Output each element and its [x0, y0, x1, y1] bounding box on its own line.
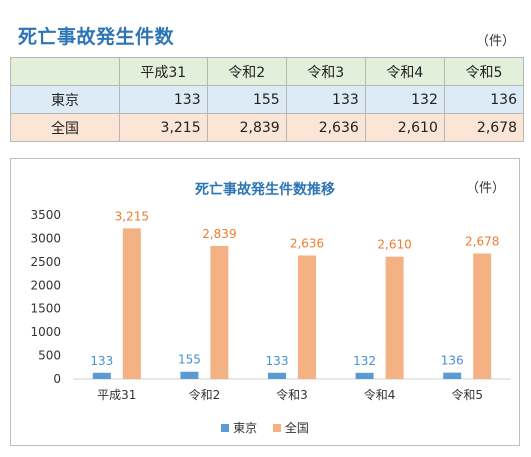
bar-tokyo — [180, 371, 199, 379]
bar-tokyo — [443, 372, 462, 379]
chart-unit-label: （件） — [465, 181, 505, 196]
bar-zenkoku — [122, 228, 141, 379]
table-row-tokyo: 東京 133 155 133 132 136 — [10, 85, 525, 114]
unit-label: （件） — [476, 34, 516, 49]
table-cell: 3,215 — [119, 113, 208, 142]
y-tick-label: 3500 — [30, 208, 61, 222]
legend-label-zenkoku: 全国 — [284, 421, 309, 435]
legend-item-zenkoku: 全国 — [272, 419, 309, 436]
bar-zenkoku — [298, 255, 316, 379]
data-label-tokyo: 155 — [178, 353, 201, 367]
bar-tokyo — [268, 372, 286, 379]
table-cell: 133 — [285, 85, 366, 114]
legend-swatch-tokyo — [221, 423, 230, 432]
chart-legend: 東京 全国 — [11, 419, 519, 436]
y-tick-label: 1000 — [30, 325, 61, 339]
table-column-header: 令和4 — [364, 57, 445, 86]
x-tick-label: 平成31 — [97, 388, 136, 402]
table-column-header: 令和5 — [443, 57, 525, 86]
summary-table: 平成31 令和2 令和3 令和4 令和5 東京 133 155 133 132 … — [10, 57, 525, 142]
table-column-header: 平成31 — [119, 57, 208, 86]
x-tick-label: 令和5 — [451, 387, 483, 402]
y-tick-label: 2500 — [30, 255, 61, 269]
bar-tokyo — [92, 372, 111, 379]
y-tick-label: 500 — [38, 349, 61, 363]
data-label-zenkoku: 2,678 — [465, 235, 499, 249]
row-label: 東京 — [10, 85, 120, 114]
bar-zenkoku — [473, 253, 492, 379]
y-tick-label: 1500 — [30, 302, 61, 316]
table-cell: 2,678 — [443, 113, 525, 142]
y-tick-label: 0 — [53, 372, 61, 386]
data-label-zenkoku: 2,839 — [202, 227, 236, 241]
table-cell: 155 — [206, 85, 287, 114]
legend-swatch-zenkoku — [272, 423, 281, 432]
table-header-row: 平成31 令和2 令和3 令和4 令和5 — [10, 57, 525, 86]
table-cell: 132 — [364, 85, 445, 114]
chart-title: 死亡事故発生件数推移 — [195, 182, 335, 198]
legend-label-tokyo: 東京 — [233, 421, 258, 435]
y-tick-label: 3000 — [30, 231, 61, 245]
data-label-tokyo: 132 — [353, 354, 376, 368]
data-label-zenkoku: 3,215 — [115, 209, 149, 223]
legend-item-tokyo: 東京 — [221, 419, 257, 436]
table-corner-cell — [10, 57, 120, 86]
table-cell: 133 — [119, 85, 208, 114]
data-label-tokyo: 133 — [266, 354, 289, 368]
data-label-tokyo: 133 — [90, 354, 113, 368]
data-label-zenkoku: 2,636 — [290, 236, 324, 250]
x-tick-label: 令和2 — [189, 387, 221, 402]
bar-zenkoku — [210, 245, 229, 379]
row-label: 全国 — [10, 113, 120, 142]
y-tick-label: 2000 — [30, 278, 61, 292]
table-row-zenkoku: 全国 3,215 2,839 2,636 2,610 2,678 — [10, 113, 525, 142]
table-cell: 2,839 — [206, 113, 287, 142]
table-column-header: 令和3 — [285, 57, 366, 86]
bar-chart: 0 500 1000 1500 2000 2500 3000 3500 133 3,215 平成31… — [30, 208, 511, 402]
page-title: 死亡事故発生件数 — [18, 26, 175, 48]
table-cell: 136 — [443, 85, 525, 114]
bar-tokyo — [355, 372, 374, 379]
table-column-header: 令和2 — [206, 57, 287, 86]
x-tick-label: 令和4 — [364, 387, 396, 402]
table-cell: 2,610 — [364, 113, 445, 142]
data-label-zenkoku: 2,610 — [377, 238, 411, 252]
data-label-tokyo: 136 — [441, 354, 464, 368]
chart-container: 死亡事故発生件数推移 （件） 0 500 1000 1500 2000 2500 3000 3… — [10, 158, 520, 446]
x-tick-label: 令和3 — [276, 387, 308, 402]
bar-zenkoku — [385, 256, 404, 379]
table-cell: 2,636 — [285, 113, 366, 142]
